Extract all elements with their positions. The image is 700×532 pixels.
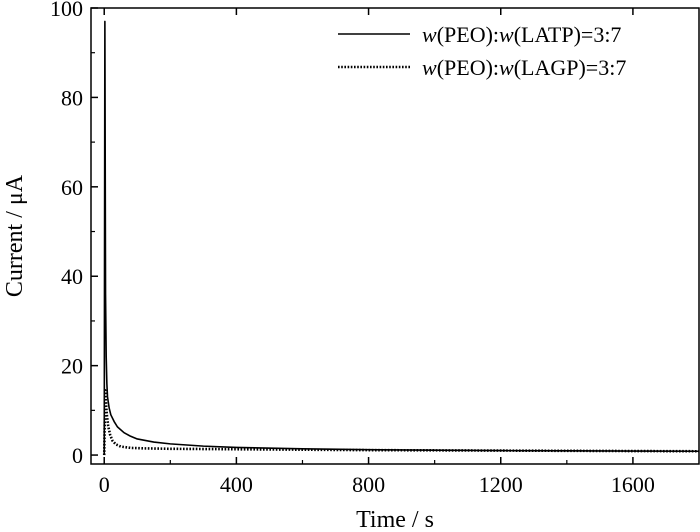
x-tick-label: 0: [99, 472, 110, 497]
y-tick-label: 80: [61, 85, 83, 110]
series-line-latp: [103, 20, 699, 456]
legend: w(PEO):w(LATP)=3:7 w(PEO):w(LAGP)=3:7: [338, 22, 626, 80]
y-tick-label: 20: [61, 354, 83, 379]
y-tick-label: 60: [61, 175, 83, 200]
y-tick-label: 100: [50, 0, 83, 21]
x-tick-label: 800: [352, 472, 385, 497]
legend-label: w(PEO):w(LAGP)=3:7: [422, 55, 626, 80]
y-axis-title: Current / μA: [2, 174, 28, 297]
plot-frame: [90, 7, 700, 465]
y-tick-label: 40: [61, 264, 83, 289]
x-tick-label: 1600: [611, 472, 655, 497]
x-tick-label: 1200: [479, 472, 523, 497]
x-axis-title: Time / s: [356, 507, 434, 532]
y-tick-label: 0: [72, 443, 83, 468]
x-tick-label: 400: [220, 472, 253, 497]
legend-label: w(PEO):w(LATP)=3:7: [422, 22, 621, 47]
